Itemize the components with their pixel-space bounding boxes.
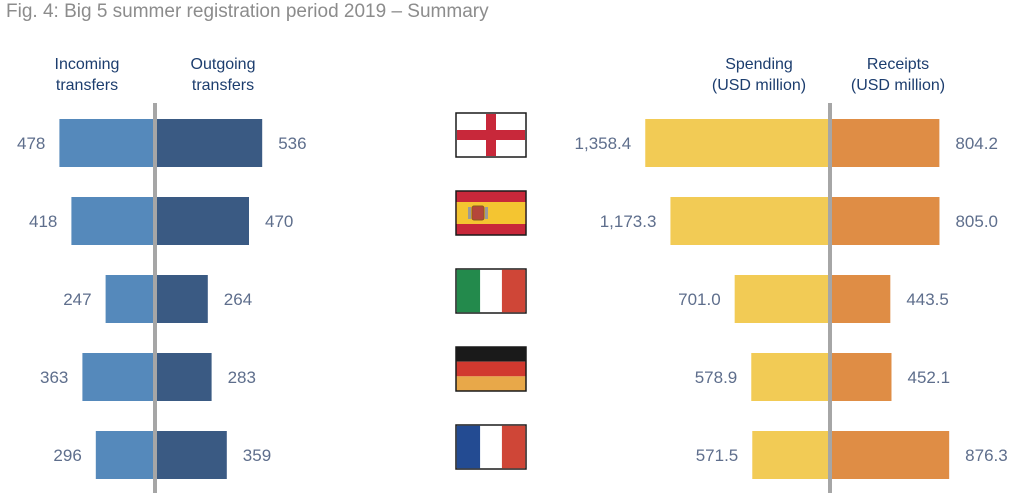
incoming-header: Incoming transfers [7,54,167,96]
spain-flag-icon [455,190,527,236]
spending-receipts-label-spain: 805.0 [955,212,998,231]
england-flag-icon [455,112,527,158]
transfers-outgoing-label-italy: 264 [224,290,252,309]
transfers-outgoing-bar-england [155,119,263,167]
spending-spending-bar-italy [734,275,830,323]
outgoing-header-line-1: Outgoing [190,56,256,73]
spending-spending-bar-spain [670,197,830,245]
spending-spending-bar-germany [751,353,830,401]
spending-receipts-label-italy: 443.5 [906,290,949,309]
transfers-outgoing-bar-italy [155,275,208,323]
outgoing-header-line-2: transfers [191,77,255,94]
spending-spending-label-france: 571.5 [696,446,739,465]
spending-spending-bar-france [752,431,830,479]
spending-header: Spending (USD million) [679,54,839,96]
transfers-incoming-label-germany: 363 [40,368,68,387]
transfers-outgoing-label-germany: 283 [228,368,256,387]
transfers-incoming-label-spain: 418 [29,212,57,231]
spending-spending-label-italy: 701.0 [678,290,721,309]
transfers-incoming-bar-france [95,431,155,479]
transfers-outgoing-bar-spain [155,197,249,245]
spending-spending-label-spain: 1,173.3 [600,212,657,231]
transfers-outgoing-bar-germany [155,353,212,401]
italy-flag-icon [455,268,527,314]
spending-spending-bar-england [645,119,830,167]
spending-receipts-label-germany: 452.1 [907,368,950,387]
france-flag-icon [455,424,527,470]
transfers-outgoing-label-france: 359 [243,446,271,465]
outgoing-header: Outgoing transfers [143,54,303,96]
transfers-outgoing-bar-france [155,431,227,479]
spending-spending-label-germany: 578.9 [695,368,738,387]
spending-header-line-1: Spending [725,56,793,73]
spending-receipts-bar-germany [830,353,892,401]
spending-receipts-bar-france [830,431,950,479]
spending-receipts-bar-italy [830,275,891,323]
receipts-header-line-2: (USD million) [850,77,946,94]
spending-header-line-2: (USD million) [711,77,807,94]
spending-receipts-bar-spain [830,197,940,245]
transfers-incoming-label-france: 296 [53,446,81,465]
spending-receipts-bar-england [830,119,940,167]
spending-spending-label-england: 1,358.4 [575,134,632,153]
receipts-header-line-1: Receipts [866,56,930,73]
incoming-header-line-2: transfers [55,77,119,94]
chart-title: Fig. 4: Big 5 summer registration period… [6,1,489,22]
transfers-incoming-bar-england [59,119,155,167]
incoming-header-line-1: Incoming [54,56,120,73]
transfers-incoming-bar-italy [105,275,155,323]
transfers-incoming-bar-germany [82,353,155,401]
transfers-outgoing-label-spain: 470 [265,212,293,231]
transfers-incoming-label-england: 478 [17,134,45,153]
spending-receipts-label-france: 876.3 [965,446,1008,465]
spending-receipts-label-england: 804.2 [955,134,998,153]
transfers-outgoing-label-england: 536 [278,134,306,153]
germany-flag-icon [455,346,527,392]
receipts-header: Receipts (USD million) [818,54,978,96]
transfers-incoming-bar-spain [71,197,155,245]
transfers-incoming-label-italy: 247 [63,290,91,309]
